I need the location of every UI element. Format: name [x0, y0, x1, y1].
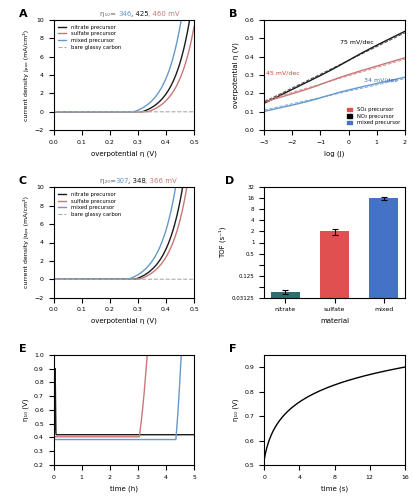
Text: C: C: [19, 176, 27, 186]
X-axis label: overpotential η (V): overpotential η (V): [91, 150, 157, 157]
Text: E: E: [19, 344, 26, 353]
Bar: [369, 198, 399, 500]
Y-axis label: η₁₀ (V): η₁₀ (V): [233, 398, 239, 421]
X-axis label: material: material: [320, 318, 349, 324]
Text: 45 mV/dec: 45 mV/dec: [266, 70, 299, 75]
Text: D: D: [225, 176, 234, 186]
Y-axis label: TOF (s⁻¹): TOF (s⁻¹): [219, 227, 226, 258]
Text: 307: 307: [116, 178, 129, 184]
Bar: [320, 232, 349, 500]
Text: , 425: , 425: [131, 10, 149, 16]
Y-axis label: overpotential η (V): overpotential η (V): [233, 42, 239, 108]
X-axis label: overpotential η (V): overpotential η (V): [91, 318, 157, 324]
Legend: nitrate precursor, sulfate precursor, mixed precursor, bare glassy carbon: nitrate precursor, sulfate precursor, mi…: [56, 190, 123, 219]
Text: A: A: [19, 8, 27, 18]
Text: F: F: [229, 344, 237, 353]
Text: 34 mV/dec: 34 mV/dec: [364, 78, 398, 82]
Bar: [271, 292, 300, 500]
Text: , 348: , 348: [128, 178, 146, 184]
Legend: SO₄ precursor, NO₃ precursor, mixed precursor: SO₄ precursor, NO₃ precursor, mixed prec…: [345, 105, 402, 128]
Text: η₂₀=: η₂₀=: [100, 178, 118, 184]
Text: 346: 346: [118, 10, 132, 16]
Y-axis label: η₁₀ (V): η₁₀ (V): [22, 398, 28, 421]
Text: , 366 mV: , 366 mV: [145, 178, 177, 184]
Text: η₁₀=: η₁₀=: [100, 10, 118, 16]
Text: , 460 mV: , 460 mV: [148, 10, 179, 16]
Text: B: B: [229, 8, 237, 18]
Legend: nitrate precursor, sulfate precursor, mixed precursor, bare glassy carbon: nitrate precursor, sulfate precursor, mi…: [56, 22, 123, 52]
X-axis label: log (j): log (j): [324, 150, 345, 157]
X-axis label: time (h): time (h): [110, 486, 138, 492]
Y-axis label: current density jₚₒₒ (mA/cm²): current density jₚₒₒ (mA/cm²): [23, 30, 29, 120]
Y-axis label: current density jᴜₚₐ (mA/cm²): current density jᴜₚₐ (mA/cm²): [23, 196, 29, 288]
Text: 75 mV/dec: 75 mV/dec: [340, 40, 374, 45]
X-axis label: time (s): time (s): [321, 486, 348, 492]
